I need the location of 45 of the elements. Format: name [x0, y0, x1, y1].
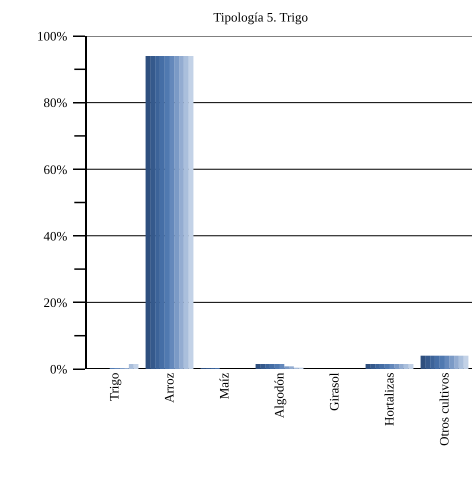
- bar: [134, 364, 138, 369]
- bar: [179, 56, 184, 369]
- x-tick-label: Algodón: [272, 372, 287, 418]
- bar: [430, 356, 435, 369]
- x-tick-label: Maíz: [216, 372, 232, 400]
- y-tick-label: 80%: [44, 95, 68, 110]
- bar: [458, 356, 464, 369]
- bar: [280, 364, 284, 369]
- x-tick-label: Girasol: [326, 372, 342, 411]
- x-tick-label: Hortalizas: [382, 372, 397, 426]
- bar: [444, 356, 450, 369]
- bar: [366, 364, 370, 369]
- bar: [150, 56, 156, 369]
- y-tick-label: 40%: [44, 228, 68, 244]
- bar: [188, 56, 194, 369]
- bar: [449, 356, 454, 369]
- bar: [128, 364, 134, 369]
- bar: [289, 366, 294, 369]
- y-tick-label: 20%: [44, 294, 68, 310]
- x-tick-label: Arroz: [162, 372, 177, 403]
- bar: [370, 364, 376, 369]
- bar: [390, 364, 394, 369]
- y-tick-label: 100%: [37, 28, 68, 44]
- bar: [399, 364, 404, 369]
- bar: [265, 364, 270, 369]
- bar: [454, 356, 459, 369]
- bar: [425, 356, 430, 369]
- chart-title: Tipología 5. Trigo: [213, 9, 308, 24]
- bar: [174, 56, 180, 369]
- x-tick-label: Trigo: [106, 372, 122, 402]
- bar: [260, 364, 266, 369]
- bar: [155, 56, 160, 369]
- bar: [404, 364, 409, 369]
- x-tick-label: Otros cultivos: [436, 372, 452, 446]
- bar: [394, 364, 400, 369]
- bar: [375, 364, 380, 369]
- bar: [408, 364, 414, 369]
- bar: [146, 56, 150, 369]
- bar: [184, 56, 189, 369]
- bar: [170, 56, 174, 369]
- y-tick-label: 0%: [50, 362, 68, 377]
- bar: [420, 356, 426, 369]
- bar: [256, 364, 260, 369]
- y-tick-label: 60%: [44, 162, 68, 177]
- bar: [464, 356, 468, 369]
